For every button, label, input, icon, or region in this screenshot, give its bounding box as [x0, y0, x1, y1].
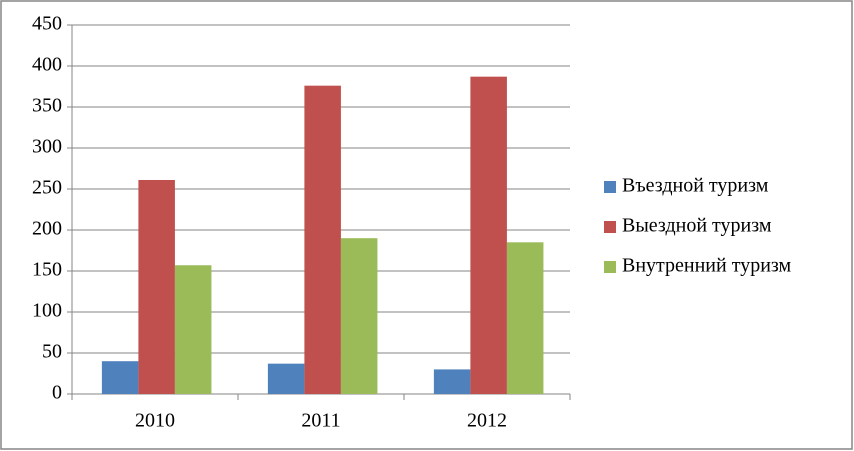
y-tick-label: 100: [32, 300, 62, 322]
bar: [340, 238, 378, 394]
legend-swatch: [604, 221, 616, 233]
bar: [138, 179, 175, 394]
y-tick-label: 350: [32, 95, 62, 117]
x-tick-label: 2011: [301, 410, 340, 432]
bar: [506, 242, 544, 394]
y-tick-label: 50: [42, 341, 62, 363]
y-tick-label: 150: [32, 259, 62, 281]
legend-label: Внутренний туризм: [622, 255, 792, 277]
x-tick-label: 2010: [135, 410, 175, 432]
bar: [267, 363, 305, 394]
bar: [101, 361, 139, 394]
y-tick-label: 200: [32, 218, 62, 240]
legend-label: Выездной туризм: [622, 215, 772, 237]
x-tick-label: 2012: [467, 410, 507, 432]
legend-swatch: [604, 181, 616, 193]
bar: [304, 85, 341, 395]
bar: [470, 76, 507, 394]
y-tick-label: 400: [32, 54, 62, 76]
legend-swatch: [604, 261, 616, 273]
y-tick-label: 250: [32, 177, 62, 199]
bar: [433, 369, 471, 394]
y-tick-label: 0: [52, 382, 62, 404]
legend-label: Въездной туризм: [622, 175, 769, 197]
y-tick-label: 450: [32, 13, 62, 35]
bar: [174, 265, 212, 394]
y-tick-label: 300: [32, 136, 62, 158]
